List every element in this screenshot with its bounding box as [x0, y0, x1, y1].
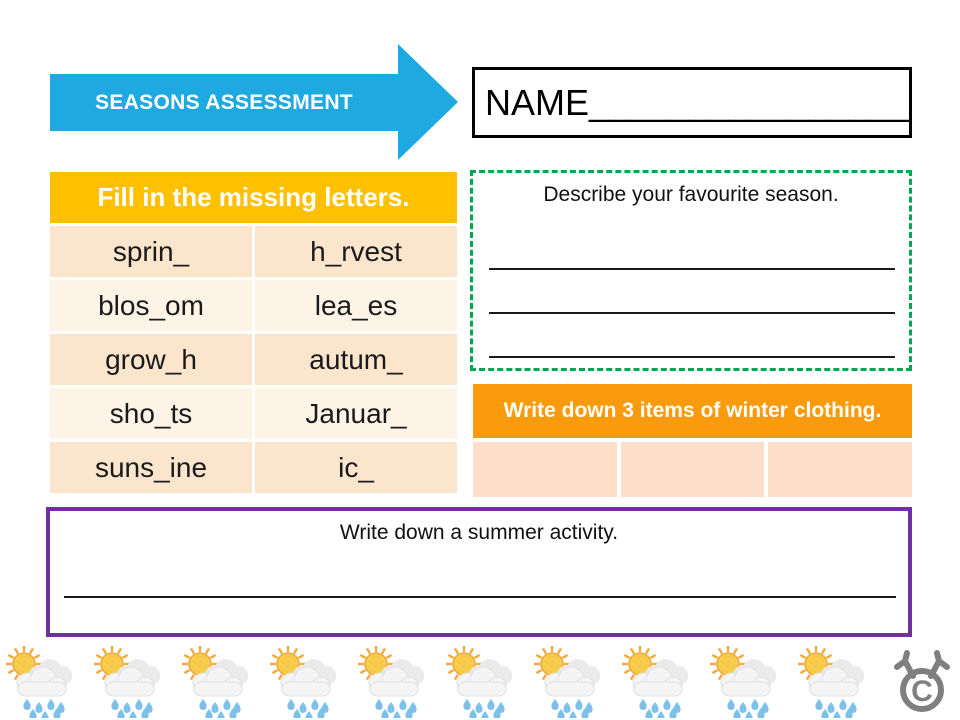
fill-cell-harvest[interactable]: h_rvest [255, 226, 457, 277]
answer-line[interactable] [489, 312, 895, 314]
answer-line[interactable] [489, 356, 895, 358]
sun-cloud-rain-icon [264, 646, 352, 718]
answer-line[interactable] [489, 268, 895, 270]
fill-cell-shorts[interactable]: sho_ts [50, 388, 252, 439]
fill-missing-letters-table: Fill in the missing letters. sprin_ h_rv… [50, 172, 457, 493]
describe-season-box: Describe your favourite season. [470, 170, 912, 371]
fill-cell-blossom[interactable]: blos_om [50, 280, 252, 331]
name-field-label: NAME__________________ [485, 81, 912, 123]
summer-activity-box: Write down a summer activity. [46, 507, 912, 637]
winter-answer-cell[interactable] [473, 442, 617, 497]
winter-clothing-cells [473, 442, 912, 497]
summer-activity-title: Write down a summer activity. [339, 521, 619, 544]
sun-cloud-rain-icon [792, 646, 880, 718]
fill-cell-ice[interactable]: ic_ [255, 442, 457, 493]
sun-cloud-rain-icon [352, 646, 440, 718]
fill-cell-autumn[interactable]: autum_ [255, 334, 457, 385]
fill-table-header: Fill in the missing letters. [50, 172, 457, 223]
sun-cloud-rain-icon [176, 646, 264, 718]
sun-cloud-rain-icon [616, 646, 704, 718]
arrow-head-icon [398, 44, 458, 160]
fill-cell-january[interactable]: Januar_ [255, 388, 457, 439]
fill-cell-growth[interactable]: grow_h [50, 334, 252, 385]
seasons-title-label: SEASONS ASSESSMENT [95, 90, 353, 114]
sun-cloud-rain-icon [704, 646, 792, 718]
summer-answer-line[interactable] [64, 596, 896, 598]
describe-season-title: Describe your favourite season. [543, 183, 839, 206]
weather-strip: C [0, 646, 960, 718]
winter-answer-cell[interactable] [768, 442, 912, 497]
winter-clothing-header: Write down 3 items of winter clothing. [473, 384, 912, 438]
moose-copyright-logo: C [894, 650, 950, 712]
svg-text:C: C [911, 675, 933, 708]
name-field[interactable]: NAME__________________ [472, 67, 912, 138]
sun-cloud-rain-icon [528, 646, 616, 718]
fill-cell-sunshine[interactable]: suns_ine [50, 442, 252, 493]
seasons-title-arrow: SEASONS ASSESSMENT [50, 74, 398, 131]
fill-cell-spring[interactable]: sprin_ [50, 226, 252, 277]
fill-table-grid: sprin_ h_rvest blos_om lea_es grow_h aut… [50, 226, 457, 493]
sun-cloud-rain-icon [440, 646, 528, 718]
sun-cloud-rain-icon [0, 646, 88, 718]
winter-answer-cell[interactable] [620, 442, 765, 497]
sun-cloud-rain-icon [88, 646, 176, 718]
fill-cell-leaves[interactable]: lea_es [255, 280, 457, 331]
